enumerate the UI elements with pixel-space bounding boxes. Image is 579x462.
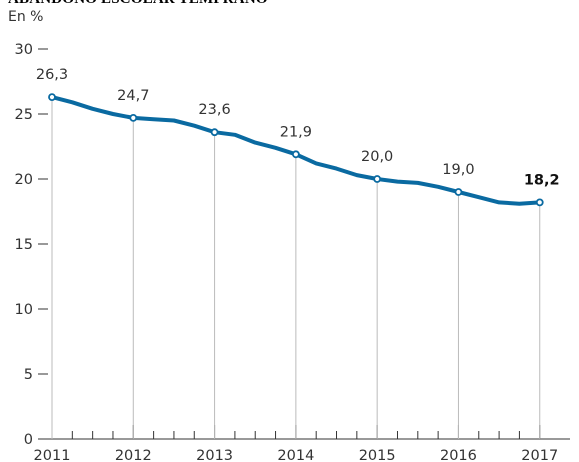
data-point-marker — [454, 188, 463, 196]
data-point-marker — [373, 175, 382, 183]
x-tick-label: 2014 — [277, 448, 314, 462]
unit-label: En % — [8, 9, 44, 25]
y-tick-label: 15 — [15, 237, 33, 253]
data-point-marker — [129, 114, 138, 122]
data-label: 26,3 — [36, 67, 68, 83]
data-label: 20,0 — [361, 149, 393, 165]
y-tick-label: 5 — [24, 367, 33, 383]
data-label: 23,6 — [198, 102, 230, 118]
x-tick-label: 2012 — [115, 448, 152, 462]
chart-title: ABANDONO ESCOLAR TEMPRANO — [8, 0, 268, 8]
x-tick-label: 2013 — [196, 448, 233, 462]
y-tick-label: 30 — [15, 42, 33, 58]
x-tick-label: 2016 — [440, 448, 477, 462]
y-tick-label: 0 — [24, 432, 33, 448]
data-label: 21,9 — [280, 124, 312, 140]
x-tick-label: 2011 — [34, 448, 71, 462]
x-tick-label: 2017 — [521, 448, 558, 462]
data-point-marker — [291, 150, 300, 159]
data-point-marker — [535, 198, 544, 207]
y-tick-label: 10 — [15, 302, 33, 318]
y-tick-label: 25 — [15, 107, 33, 123]
data-label: 18,2 — [524, 172, 560, 188]
data-label: 24,7 — [117, 88, 149, 104]
data-label: 19,0 — [442, 162, 474, 178]
data-point-marker — [48, 93, 56, 101]
y-tick-label: 20 — [15, 172, 33, 188]
x-tick-label: 2015 — [359, 448, 396, 462]
data-point-marker — [210, 128, 219, 137]
